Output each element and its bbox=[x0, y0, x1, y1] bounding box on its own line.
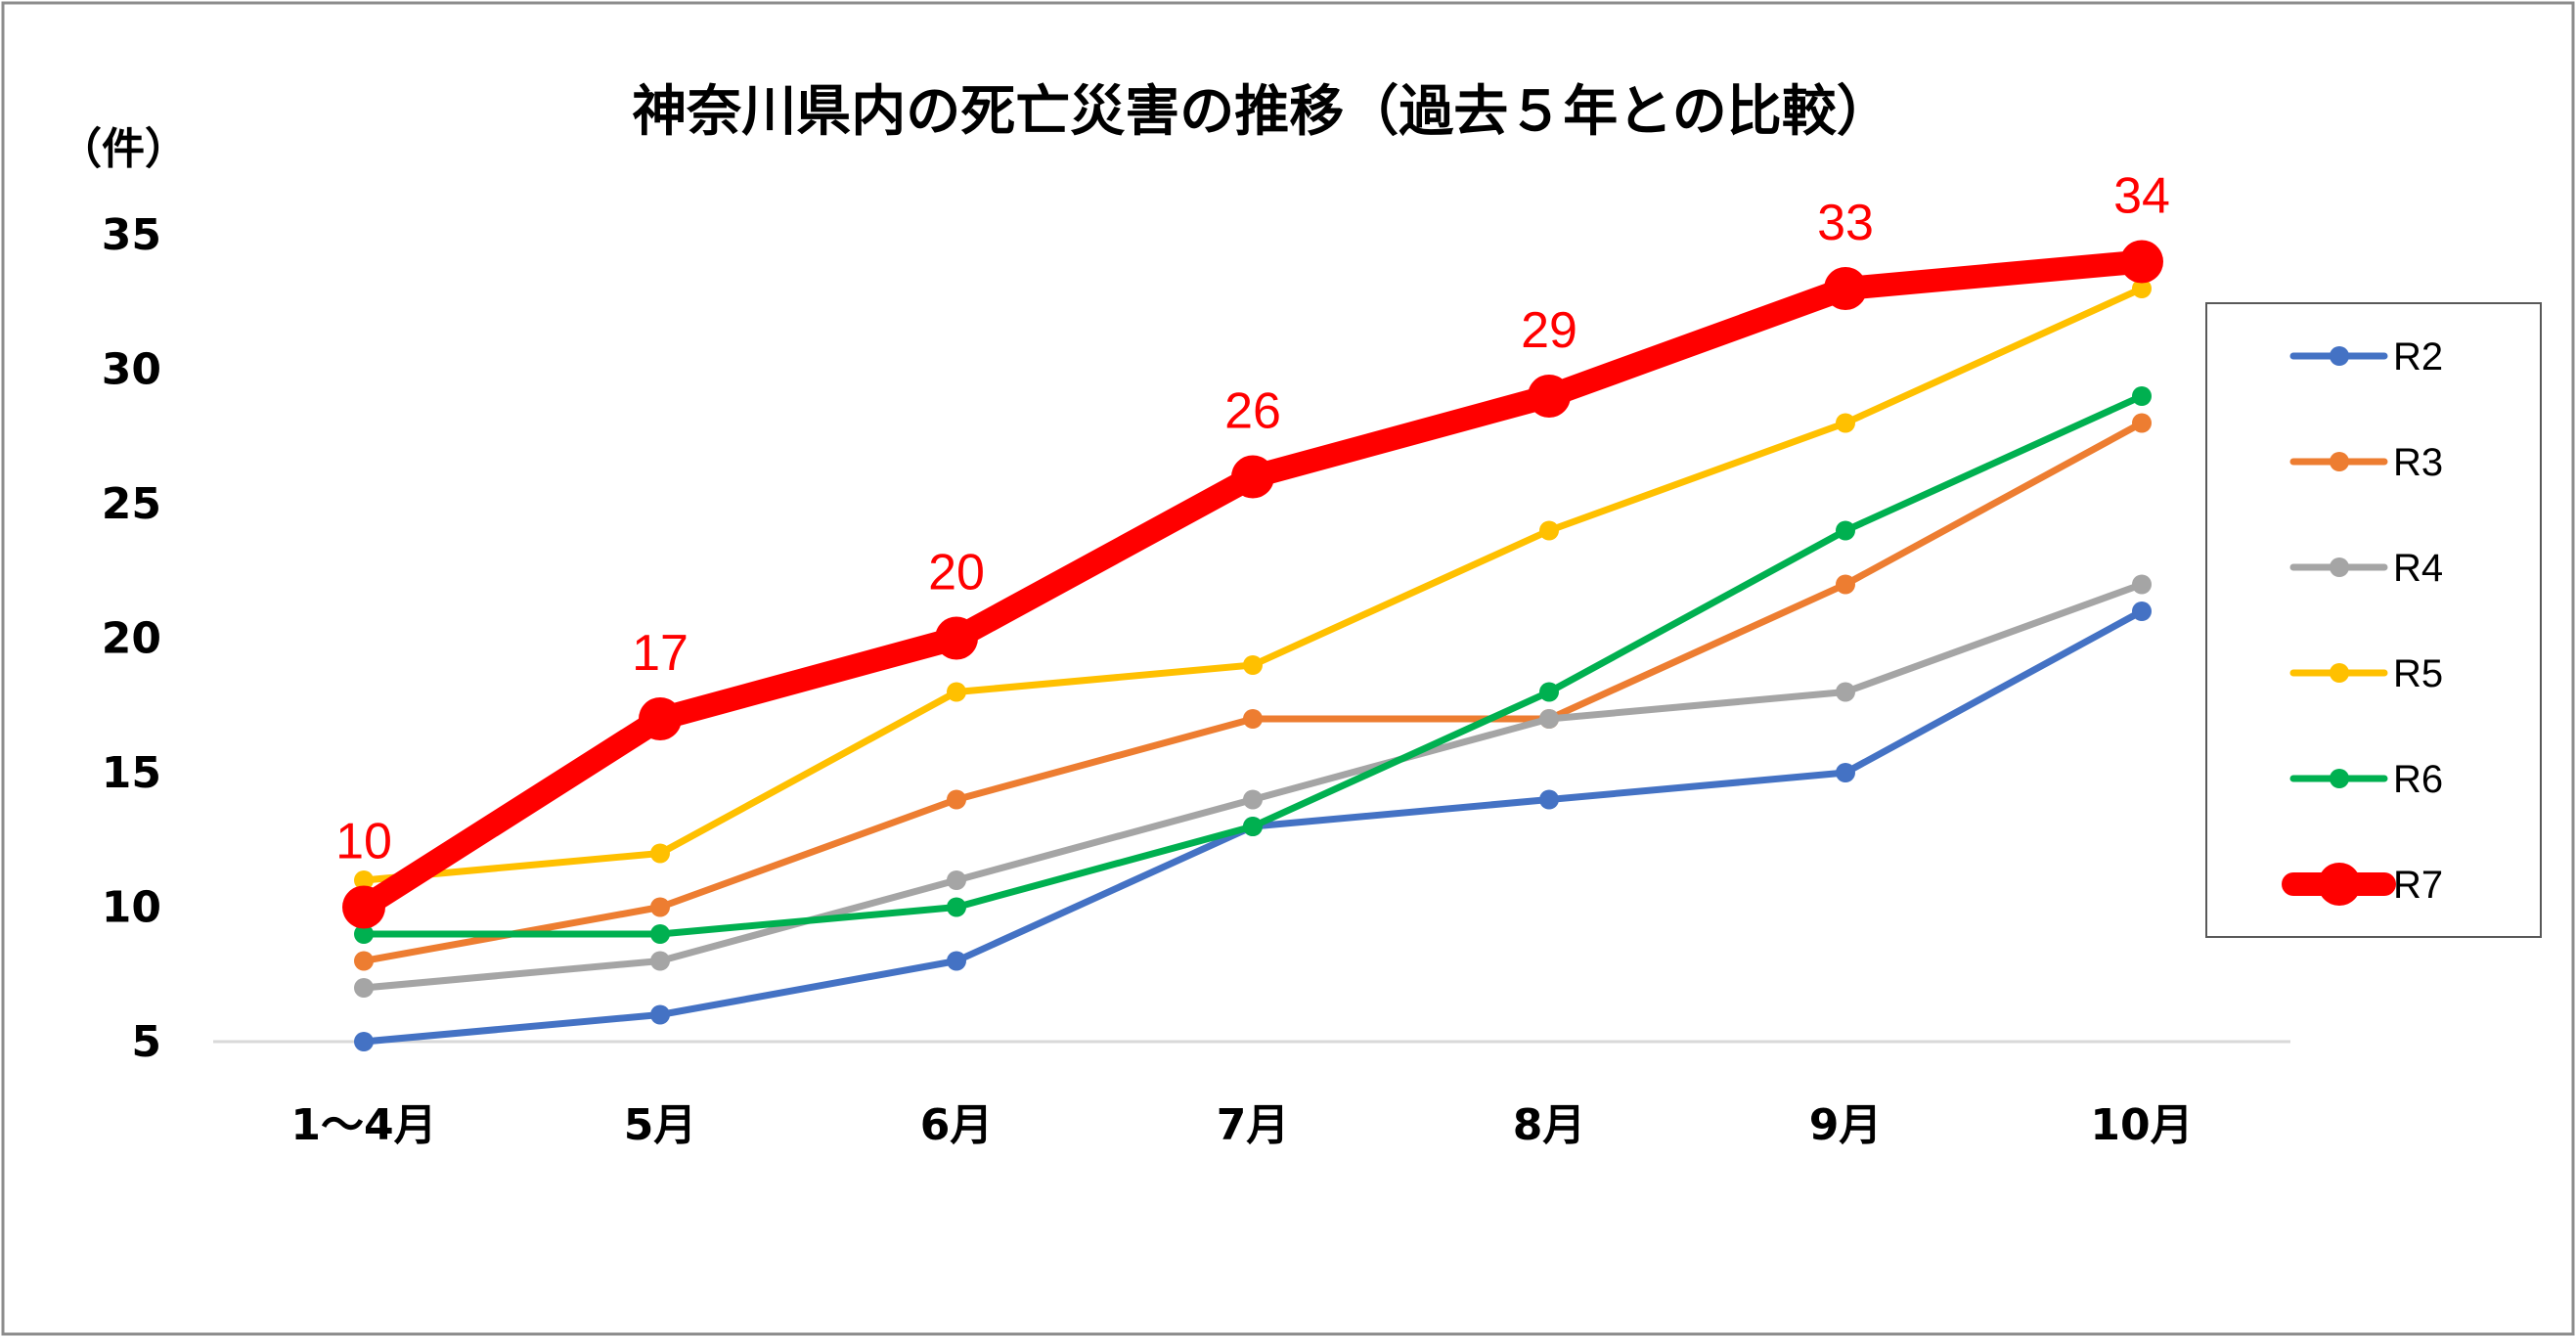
legend-marker bbox=[2330, 663, 2349, 683]
legend-marker bbox=[2318, 863, 2361, 906]
data-point bbox=[354, 924, 374, 944]
x-tick-label: 7月 bbox=[1217, 1100, 1290, 1150]
data-point bbox=[947, 870, 966, 890]
data-point bbox=[1539, 789, 1559, 810]
legend-label: R5 bbox=[2393, 652, 2443, 695]
data-point bbox=[2120, 240, 2163, 284]
data-point bbox=[947, 789, 966, 810]
data-label: 20 bbox=[928, 545, 985, 602]
data-point bbox=[354, 951, 374, 971]
data-point bbox=[935, 616, 978, 660]
legend-label: R6 bbox=[2393, 758, 2443, 801]
x-tick-label: 1～4月 bbox=[290, 1100, 436, 1150]
x-axis-ticks: 1～4月 5月 6月 7月 8月 9月 10月 bbox=[290, 1100, 2193, 1150]
data-point bbox=[650, 843, 670, 864]
y-axis-ticks: 5 10 15 20 25 30 35 bbox=[102, 210, 161, 1067]
data-label: 33 bbox=[1817, 195, 1874, 251]
data-point bbox=[1539, 709, 1559, 729]
data-point bbox=[1836, 520, 1855, 541]
legend-item-r7: R7 bbox=[2282, 863, 2443, 907]
legend-item-r5: R5 bbox=[2289, 652, 2443, 695]
data-point bbox=[1824, 267, 1867, 310]
x-tick-label: 8月 bbox=[1513, 1100, 1586, 1150]
legend-item-r4: R4 bbox=[2289, 547, 2443, 590]
data-point bbox=[947, 682, 966, 702]
x-tick-label: 5月 bbox=[624, 1100, 697, 1150]
x-tick-label: 9月 bbox=[1809, 1100, 1883, 1150]
series-lines bbox=[342, 240, 2163, 1051]
data-labels: 10 17 20 26 29 33 34 bbox=[335, 168, 2170, 870]
data-point bbox=[342, 885, 385, 929]
data-point bbox=[354, 978, 374, 998]
data-label: 10 bbox=[335, 814, 392, 870]
legend-items: R2 R3 R4 R5 R6 R7 bbox=[2282, 335, 2443, 907]
data-point bbox=[2132, 279, 2152, 298]
y-tick-label: 25 bbox=[102, 479, 161, 529]
legend-label: R4 bbox=[2393, 547, 2443, 590]
chart-title: 神奈川県内の死亡災害の推移（過去５年との比較） bbox=[632, 80, 1890, 144]
data-point bbox=[354, 1032, 374, 1051]
y-tick-label: 20 bbox=[102, 614, 161, 664]
y-tick-label: 10 bbox=[102, 883, 161, 933]
data-label: 29 bbox=[1521, 302, 1577, 359]
data-point bbox=[650, 951, 670, 971]
data-label: 26 bbox=[1224, 383, 1281, 440]
data-point bbox=[1231, 455, 1274, 499]
legend-item-r2: R2 bbox=[2289, 335, 2443, 379]
y-axis-unit-label: （件） bbox=[59, 124, 188, 174]
y-tick-label: 35 bbox=[102, 210, 161, 260]
legend-marker bbox=[2330, 452, 2349, 471]
legend-box bbox=[2205, 302, 2542, 938]
y-tick-label: 15 bbox=[102, 748, 161, 798]
data-point bbox=[1243, 655, 1263, 675]
data-point bbox=[1836, 413, 1855, 433]
data-point bbox=[1243, 709, 1263, 729]
legend-item-r3: R3 bbox=[2289, 441, 2443, 484]
data-point bbox=[1243, 817, 1263, 836]
data-point bbox=[1836, 574, 1855, 595]
data-point bbox=[2132, 574, 2152, 595]
legend-marker bbox=[2330, 769, 2349, 788]
series-r5 bbox=[354, 279, 2152, 890]
x-tick-label: 6月 bbox=[920, 1100, 994, 1150]
data-label: 34 bbox=[2113, 168, 2170, 225]
data-point bbox=[2132, 413, 2152, 433]
data-point bbox=[1836, 763, 1855, 782]
data-point bbox=[1243, 789, 1263, 810]
legend: R2 R3 R4 R5 R6 R7 bbox=[2205, 302, 2542, 938]
data-point bbox=[650, 1004, 670, 1025]
legend-marker bbox=[2330, 557, 2349, 577]
data-point bbox=[1528, 375, 1571, 418]
y-tick-label: 30 bbox=[102, 345, 161, 395]
data-point bbox=[1539, 682, 1559, 702]
data-point bbox=[1836, 682, 1855, 702]
series-r4 bbox=[354, 574, 2152, 998]
data-point bbox=[639, 697, 682, 740]
legend-item-r6: R6 bbox=[2289, 758, 2443, 801]
legend-label: R7 bbox=[2393, 864, 2443, 907]
data-point bbox=[1539, 520, 1559, 541]
series-r7 bbox=[342, 240, 2163, 929]
data-point bbox=[2132, 386, 2152, 406]
x-tick-label: 10月 bbox=[2090, 1100, 2193, 1150]
data-point bbox=[650, 924, 670, 944]
data-label: 17 bbox=[632, 625, 688, 682]
y-tick-label: 5 bbox=[131, 1017, 161, 1067]
data-point bbox=[947, 897, 966, 917]
legend-label: R3 bbox=[2393, 441, 2443, 484]
data-point bbox=[650, 897, 670, 917]
legend-label: R2 bbox=[2393, 335, 2443, 379]
legend-marker bbox=[2330, 346, 2349, 366]
data-point bbox=[354, 870, 374, 890]
data-point bbox=[2132, 602, 2152, 621]
series-r6 bbox=[354, 386, 2152, 944]
data-point bbox=[947, 951, 966, 971]
